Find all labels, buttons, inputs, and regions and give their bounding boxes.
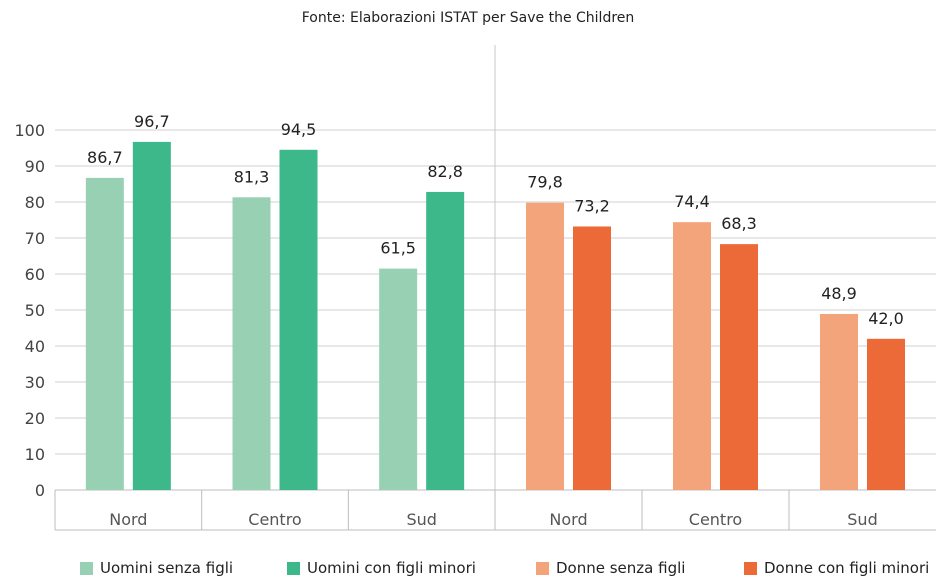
data-label: 82,8 [427,162,463,181]
y-tick-label: 40 [25,337,45,356]
data-label: 74,4 [674,192,710,211]
bar [820,313,858,490]
legend-item-uomini-senza-figli: Uomini senza figli [80,559,233,577]
bar [132,141,171,490]
data-label: 42,0 [868,309,904,328]
y-tick-label: 10 [25,445,45,464]
chart-subtitle: Fonte: Elaborazioni ISTAT per Save the C… [301,10,635,26]
x-category-label: Centro [689,510,742,529]
y-tick-label: 50 [25,301,45,320]
y-tick-label: 60 [25,265,45,284]
x-category-label: Nord [549,510,587,529]
legend-label: Donne con figli minori [764,559,930,577]
legend-label: Donne senza figli [556,559,686,577]
y-tick-label: 90 [25,157,45,176]
data-label: 73,2 [574,196,610,215]
data-label: 79,8 [527,173,563,192]
bar [279,149,318,491]
y-tick-label: 70 [25,229,45,248]
x-category-label: Centro [248,510,301,529]
data-label: 94,5 [281,120,317,139]
legend-swatch [80,561,93,575]
data-label: 68,3 [721,214,757,233]
bar [867,338,905,490]
legend-item-donne-con-figli-minori: Donne con figli minori [744,559,929,577]
bar [426,191,465,491]
data-label: 96,7 [134,112,170,131]
bar [673,222,711,490]
legend-label: Uomini senza figli [100,559,234,577]
bar [573,226,611,491]
legend-swatch [536,561,549,575]
x-category-label: Sud [847,510,877,529]
bar-chart: 0 10 20 30 40 50 60 70 80 90 100 Nord 86,7 96,7 Centro… [14,45,936,531]
legend-swatch [287,561,300,575]
bar [379,268,418,490]
y-tick-label: 30 [25,373,45,392]
bar [720,244,758,490]
legend-label: Uomini con figli minori [307,559,476,577]
y-tick-label: 80 [25,193,45,212]
chart-legend: Uomini senza figli Uomini con figli mino… [0,559,936,579]
data-label: 48,9 [821,284,857,303]
bar [85,177,124,490]
x-category-label: Sud [406,510,436,529]
data-label: 81,3 [234,167,270,186]
y-tick-label: 0 [35,481,45,500]
data-label: 61,5 [380,239,416,258]
x-category-label: Nord [109,510,147,529]
legend-swatch [744,561,757,575]
data-label: 86,7 [87,148,123,167]
bar [232,197,271,490]
y-tick-label: 100 [14,121,45,140]
legend-item-uomini-con-figli-minori: Uomini con figli minori [287,559,476,577]
bar [526,202,564,490]
legend-item-donne-senza-figli: Donne senza figli [536,559,685,577]
y-tick-label: 20 [25,409,45,428]
